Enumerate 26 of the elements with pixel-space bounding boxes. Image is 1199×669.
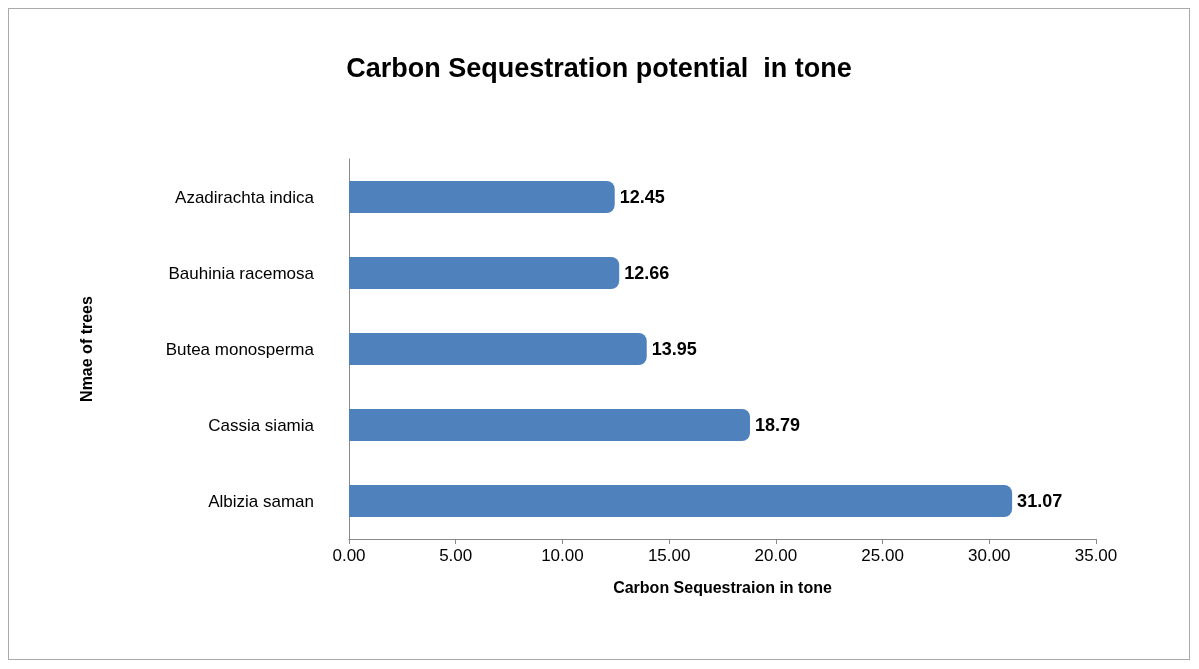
data-label: 13.95 <box>651 339 697 359</box>
x-tick-label: 10.00 <box>541 546 584 565</box>
x-tick-label: 15.00 <box>647 546 691 565</box>
y-tick-label: Albizia saman <box>208 491 314 511</box>
x-tick-label: 30.00 <box>968 546 1011 565</box>
x-tick-label: 20.00 <box>754 546 798 565</box>
data-label: 12.66 <box>624 263 670 283</box>
bar <box>349 257 620 289</box>
data-label: 12.45 <box>619 187 665 207</box>
data-label: 18.79 <box>755 415 801 435</box>
bar <box>349 409 751 441</box>
x-tick-label: 35.00 <box>1074 546 1118 565</box>
bar <box>349 181 615 213</box>
y-tick-label: Bauhinia racemosa <box>168 263 315 283</box>
bar <box>349 485 1013 517</box>
y-axis-title: Nmae of trees <box>77 295 95 402</box>
x-axis-title: Carbon Sequestraion in tone <box>613 578 832 596</box>
data-label: 31.07 <box>1017 491 1063 511</box>
y-tick-label: Cassia siamia <box>208 415 315 435</box>
x-tick-label: 5.00 <box>439 546 473 565</box>
x-tick-label: 0.00 <box>332 546 366 565</box>
y-tick-label: Butea monosperma <box>165 339 315 359</box>
y-tick-label: Azadirachta indica <box>175 187 315 207</box>
chart-title: Carbon Sequestration potential in tone <box>346 52 852 83</box>
x-tick-label: 25.00 <box>861 546 904 565</box>
bar <box>349 333 647 365</box>
